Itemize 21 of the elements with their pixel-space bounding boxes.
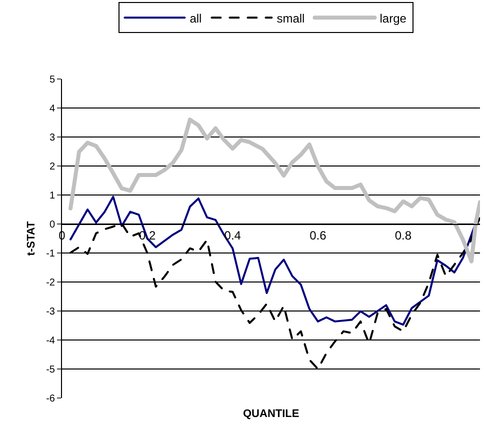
y-tick-label: -5 — [46, 364, 56, 376]
y-tick-label: 1 — [49, 190, 56, 202]
y-tick-label: -4 — [46, 336, 56, 346]
y-tick-label: 4 — [49, 104, 56, 114]
x-tick-label: 0.4 — [224, 228, 242, 242]
y-tick-label: 0 — [49, 220, 56, 230]
legend-label: small — [276, 11, 305, 26]
x-tick-label: 0.8 — [394, 228, 412, 242]
y-tick-label: 3 — [49, 132, 56, 144]
x-tick-label: 0.6 — [310, 228, 327, 242]
y-tick-label: -6 — [46, 394, 56, 404]
y-axis-title: t-STAT — [26, 221, 38, 256]
y-tick-label: 2 — [49, 162, 56, 172]
y-tick-label: -2 — [46, 278, 56, 288]
y-tick-label: 5 — [49, 74, 56, 86]
legend-label: all — [190, 11, 202, 26]
line-series — [68, 118, 480, 264]
y-tick-label: -1 — [46, 248, 56, 260]
x-axis-title: QUANTILE — [243, 408, 300, 420]
legend-label: large — [380, 11, 407, 26]
y-tick-label: -3 — [46, 306, 56, 318]
